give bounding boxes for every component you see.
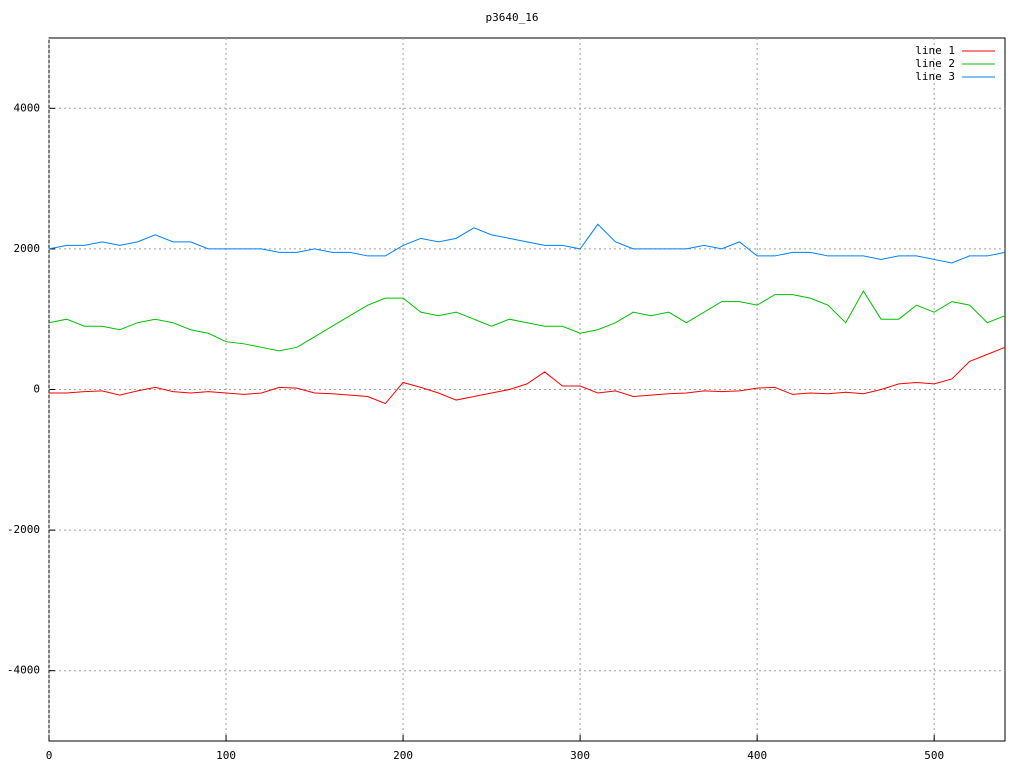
- legend-label: line 2: [915, 57, 955, 70]
- x-tick-label: 300: [570, 749, 590, 762]
- y-tick-label: -4000: [7, 664, 40, 677]
- x-tick-label: 0: [46, 749, 53, 762]
- x-tick-label: 400: [747, 749, 767, 762]
- y-tick-label: 4000: [14, 101, 41, 114]
- legend-label: line 1: [915, 44, 955, 57]
- plot-frame: [48, 37, 1006, 742]
- y-tick-label: 2000: [14, 242, 41, 255]
- data-line: [48, 290, 1006, 352]
- y-tick-label: -2000: [7, 523, 40, 536]
- x-tick-label: 500: [924, 749, 944, 762]
- x-tick-label: 100: [216, 749, 236, 762]
- legend-label: line 3: [915, 70, 955, 83]
- y-tick-label: 0: [33, 383, 40, 396]
- data-line: [48, 223, 1006, 264]
- chart-title: p3640_16: [486, 11, 539, 24]
- x-tick-label: 200: [393, 749, 413, 762]
- data-line: [49, 346, 1006, 405]
